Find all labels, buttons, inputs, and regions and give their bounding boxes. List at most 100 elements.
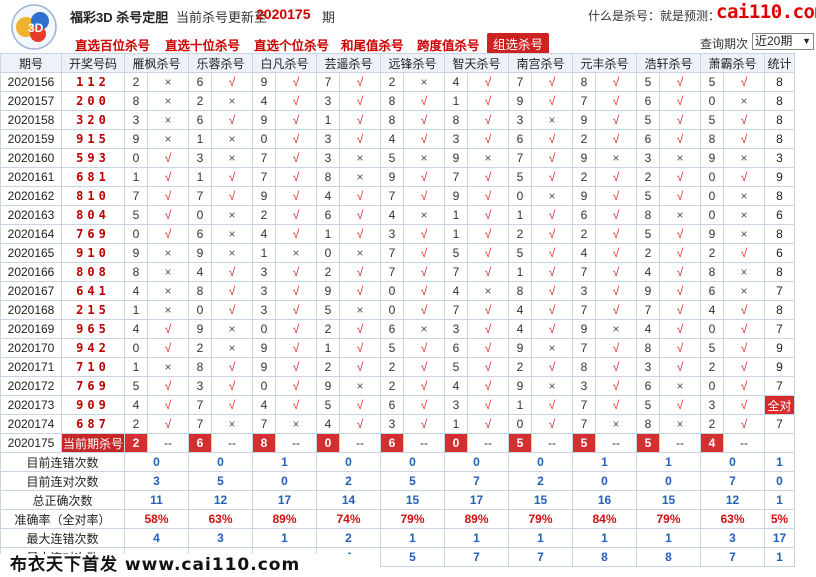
- period-cell: 2020171: [0, 357, 62, 377]
- cross-icon: ×: [339, 167, 381, 187]
- stats-value: 1: [764, 490, 795, 510]
- kill-value-cell: 2: [380, 376, 404, 396]
- total-cell: 7: [764, 414, 795, 434]
- check-icon: √: [275, 376, 317, 396]
- current-kill-dash: --: [723, 433, 765, 453]
- draw-number-cell: 320: [61, 110, 125, 130]
- kill-value-cell: 9: [380, 167, 404, 187]
- total-cell: 8: [764, 262, 795, 282]
- column-header: 白凡杀号: [252, 53, 317, 73]
- kill-value-cell: 6: [572, 205, 596, 225]
- check-icon: √: [147, 338, 189, 358]
- check-icon: √: [339, 262, 381, 282]
- kill-value-cell: 7: [444, 262, 468, 282]
- check-icon: √: [467, 395, 509, 415]
- kill-value-cell: 9: [572, 148, 596, 168]
- kill-value-cell: 7: [316, 72, 340, 92]
- period-cell: 2020164: [0, 224, 62, 244]
- kill-value-cell: 3: [316, 129, 340, 149]
- cross-icon: ×: [723, 262, 765, 282]
- stats-value: 8: [636, 547, 701, 567]
- kill-value-cell: 0: [700, 186, 724, 206]
- kill-value-cell: 3: [380, 414, 404, 434]
- stats-value: 0: [636, 471, 701, 491]
- current-total-cell: [764, 433, 795, 453]
- kill-value-cell: 1: [188, 167, 212, 187]
- kill-value-cell: 4: [124, 395, 148, 415]
- cross-icon: ×: [339, 376, 381, 396]
- check-icon: √: [531, 319, 573, 339]
- nav-link-units[interactable]: 直选个位杀号: [254, 39, 330, 53]
- total-cell: 6: [764, 243, 795, 263]
- cross-icon: ×: [211, 319, 253, 339]
- stats-value: 84%: [572, 509, 637, 529]
- kill-value-cell: 9: [252, 186, 276, 206]
- nav-link-span[interactable]: 跨度值杀号: [417, 39, 480, 53]
- cross-icon: ×: [211, 129, 253, 149]
- column-header: 芸遥杀号: [316, 53, 381, 73]
- check-icon: √: [403, 281, 445, 301]
- current-kill-value: 0: [444, 433, 468, 453]
- cross-icon: ×: [211, 338, 253, 358]
- stats-value: 63%: [188, 509, 253, 529]
- kill-value-cell: 7: [572, 300, 596, 320]
- stats-value: 5: [380, 547, 445, 567]
- kill-value-cell: 7: [380, 186, 404, 206]
- period-cell: 2020160: [0, 148, 62, 168]
- column-header: 远锋杀号: [380, 53, 445, 73]
- kill-value-cell: 7: [188, 395, 212, 415]
- stats-value: 0: [124, 452, 189, 472]
- kill-value-cell: 3: [636, 148, 660, 168]
- stats-value: 17: [764, 528, 795, 548]
- nav-link-sum-tail[interactable]: 和尾值杀号: [341, 39, 404, 53]
- check-icon: √: [467, 186, 509, 206]
- kill-value-cell: 2: [316, 262, 340, 282]
- kill-value-cell: 2: [636, 167, 660, 187]
- table-row: 2020165 910 9 × 9 × 1 × 0 × 7 √ 5 √ 5 √ 4 √ 2 √ 2 √ 6: [0, 243, 795, 263]
- kill-value-cell: 9: [508, 91, 532, 111]
- kill-value-cell: 1: [444, 205, 468, 225]
- kill-value-cell: 0: [508, 414, 532, 434]
- promo-text: 什么是杀号：就是预测：: [588, 9, 721, 23]
- kill-value-cell: 5: [316, 300, 340, 320]
- cross-icon: ×: [723, 148, 765, 168]
- nav-link-hundreds[interactable]: 直选百位杀号: [75, 39, 151, 53]
- stats-value: 89%: [444, 509, 509, 529]
- promo-site-link[interactable]: cai110.com: [716, 1, 816, 23]
- check-icon: √: [339, 205, 381, 225]
- draw-number-cell: 687: [61, 414, 125, 434]
- nav-bar: 直选百位杀号 直选十位杀号 直选个位杀号 和尾值杀号 跨度值杀号 组选杀号 查询…: [0, 32, 816, 54]
- kill-value-cell: 2: [572, 129, 596, 149]
- check-icon: √: [723, 300, 765, 320]
- kill-value-cell: 4: [380, 205, 404, 225]
- current-kill-dash: --: [659, 433, 701, 453]
- draw-number-cell: 200: [61, 91, 125, 111]
- cross-icon: ×: [659, 205, 701, 225]
- cross-icon: ×: [531, 338, 573, 358]
- cross-icon: ×: [531, 186, 573, 206]
- kill-value-cell: 3: [188, 376, 212, 396]
- stats-value: 12: [700, 490, 765, 510]
- cross-icon: ×: [467, 281, 509, 301]
- kill-value-cell: 7: [188, 186, 212, 206]
- stats-value: 0: [764, 471, 795, 491]
- query-period-select[interactable]: 近20期 ▼: [752, 33, 814, 50]
- kill-value-cell: 6: [188, 224, 212, 244]
- draw-number-cell: 641: [61, 281, 125, 301]
- kill-value-cell: 2: [124, 72, 148, 92]
- kill-value-cell: 3: [572, 281, 596, 301]
- kill-value-cell: 3: [316, 148, 340, 168]
- kill-value-cell: 2: [508, 224, 532, 244]
- check-icon: √: [595, 129, 637, 149]
- nav-link-tens[interactable]: 直选十位杀号: [165, 39, 241, 53]
- kill-value-cell: 2: [380, 357, 404, 377]
- stats-value: 7: [508, 547, 573, 567]
- kill-value-cell: 4: [316, 414, 340, 434]
- kill-value-cell: 4: [124, 319, 148, 339]
- check-icon: √: [275, 167, 317, 187]
- stats-value: 12: [188, 490, 253, 510]
- stats-label: 准确率（全对率）: [0, 509, 125, 529]
- nav-link-group[interactable]: 组选杀号: [487, 33, 550, 54]
- stats-value: 58%: [124, 509, 189, 529]
- check-icon: √: [659, 262, 701, 282]
